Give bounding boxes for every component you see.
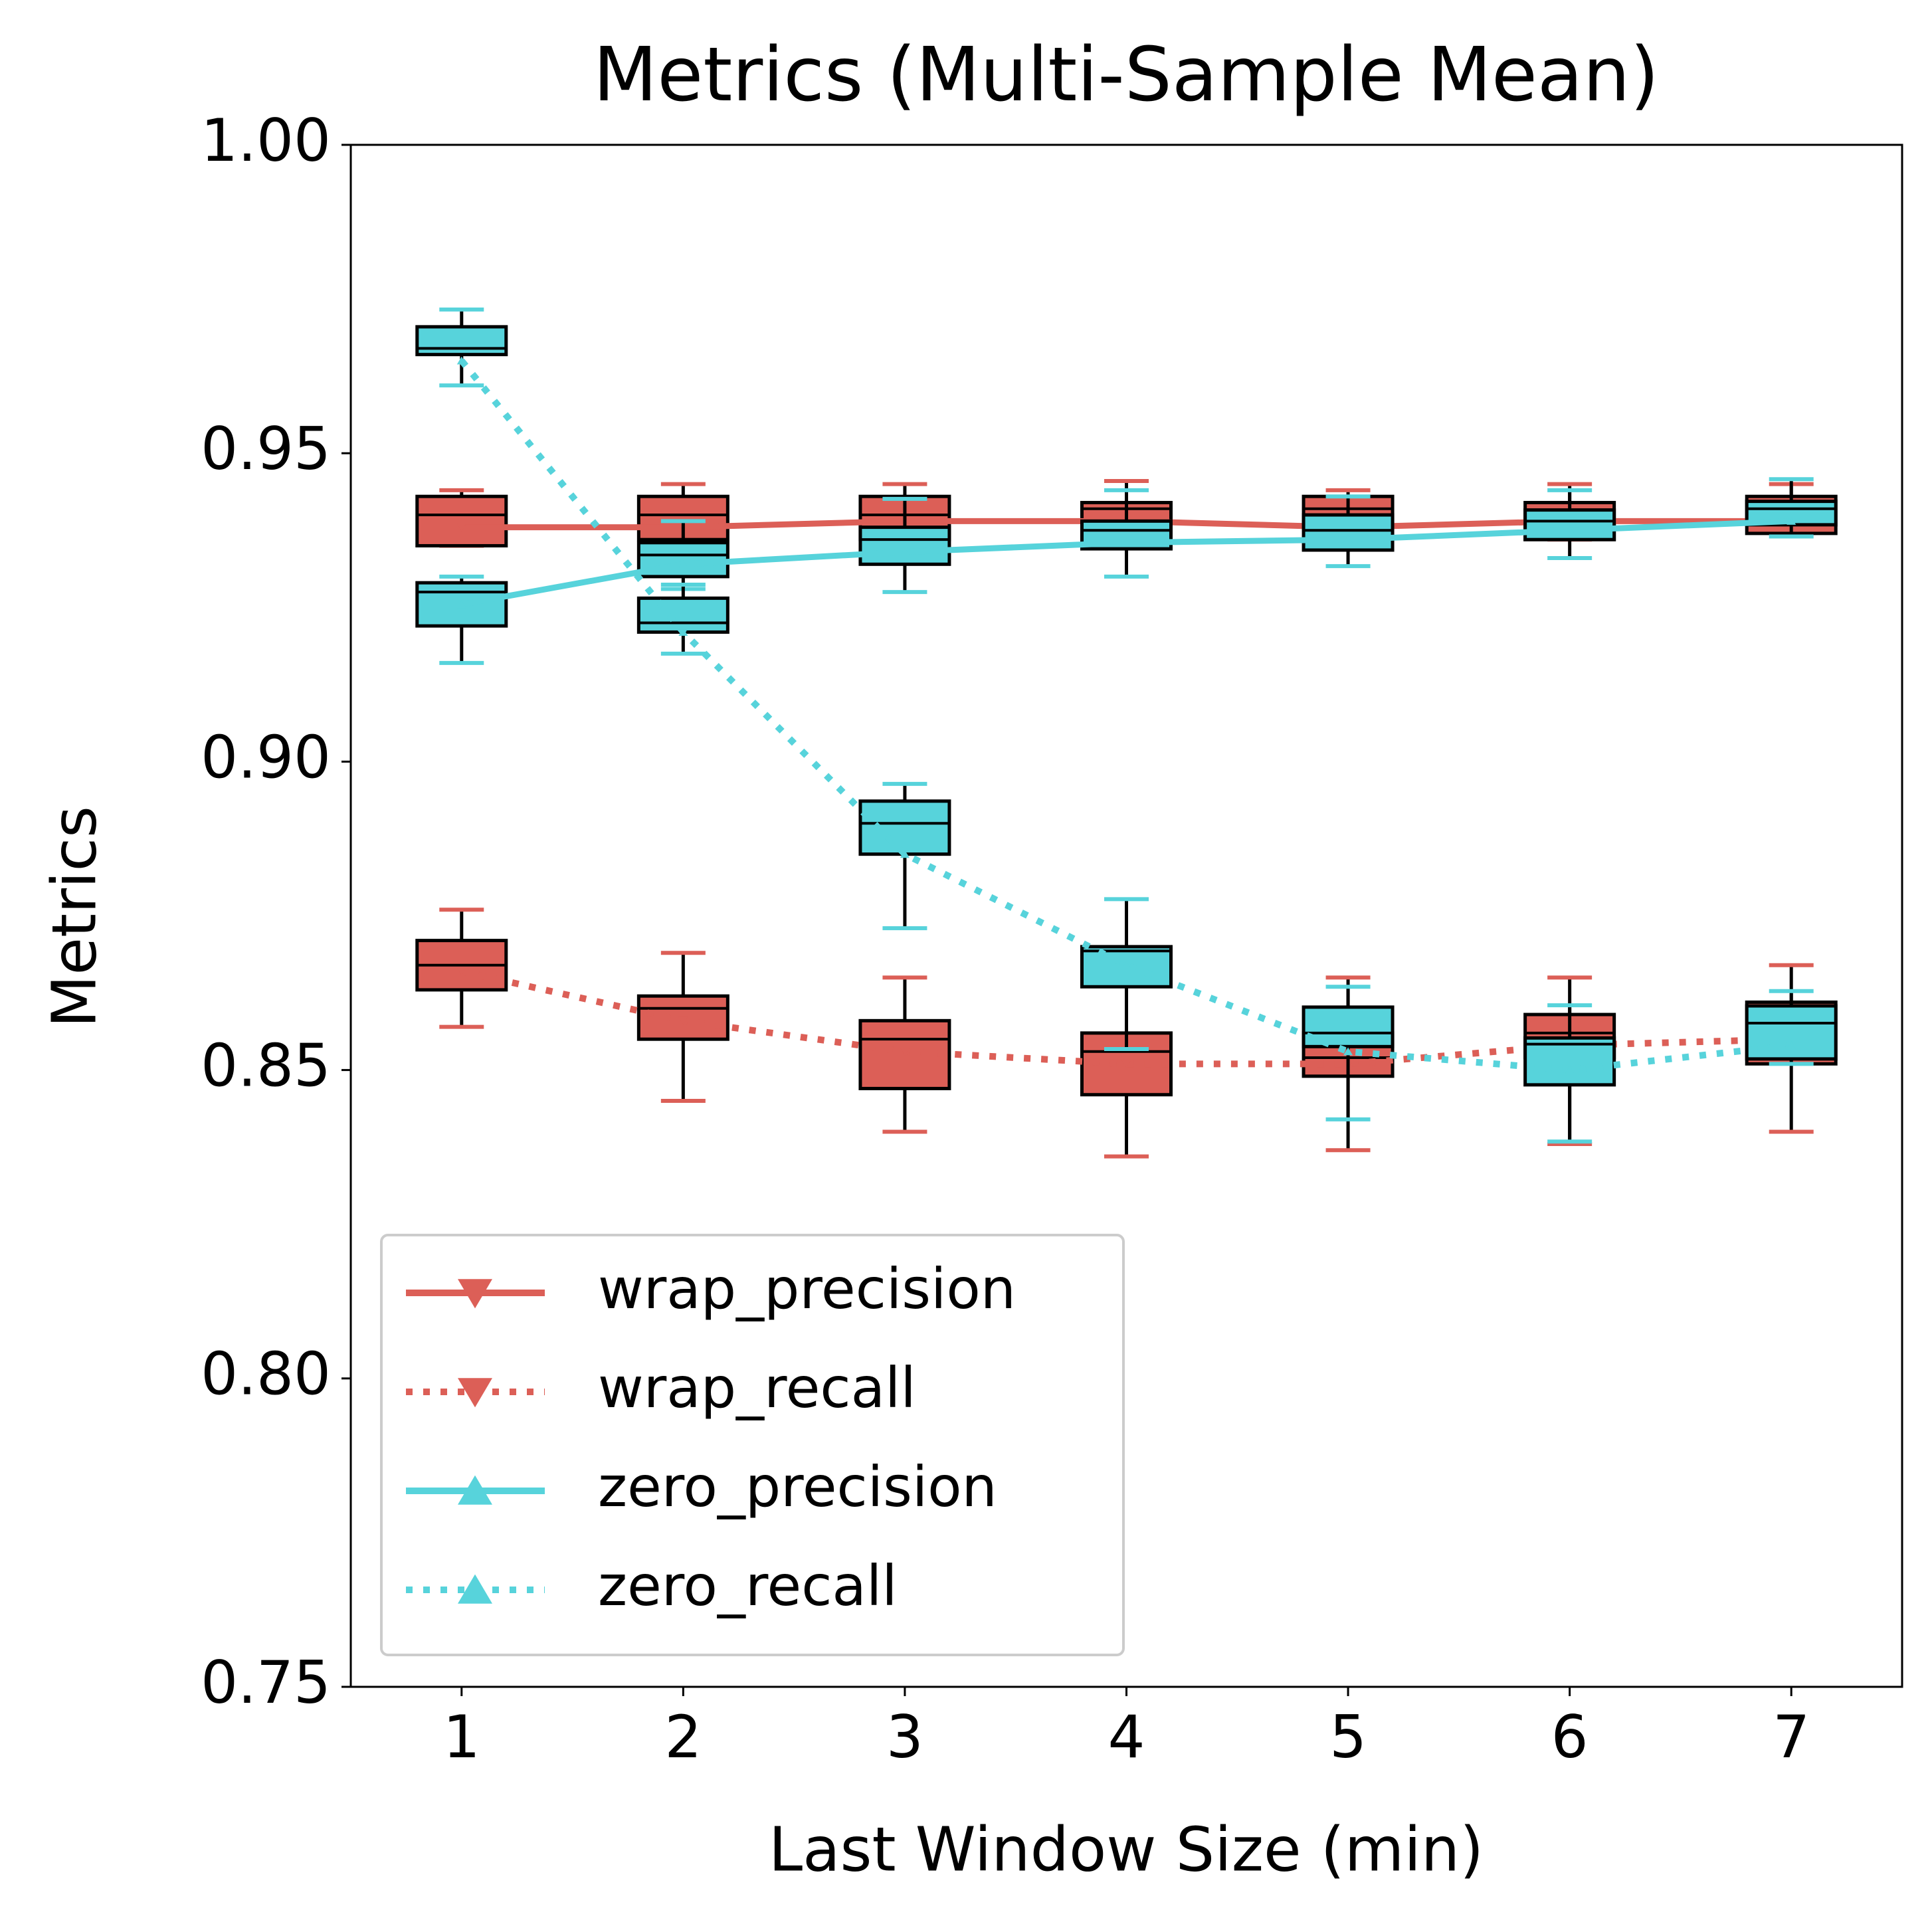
mean-marker [1787, 1041, 1796, 1050]
box [636, 596, 729, 634]
box [415, 325, 508, 357]
box [1745, 1004, 1838, 1061]
mean-marker [1787, 517, 1796, 525]
x-tick-label: 7 [1773, 1703, 1810, 1771]
x-tick-label: 4 [1108, 1703, 1145, 1771]
y-tick-label: 0.90 [201, 723, 331, 791]
x-tick-label: 5 [1329, 1703, 1367, 1771]
mean-marker [1121, 1060, 1131, 1068]
x-tick-label: 2 [664, 1703, 702, 1771]
x-tick-label: 1 [443, 1703, 480, 1771]
legend-marker [458, 1475, 492, 1505]
mean-marker [456, 524, 466, 531]
y-axis-label: Metrics [39, 806, 110, 1028]
legend-label: wrap_recall [598, 1355, 916, 1420]
mean-marker [1343, 1047, 1353, 1056]
box [1523, 508, 1616, 541]
legend-box [380, 1234, 1125, 1656]
y-tick-label: 0.80 [201, 1340, 331, 1408]
legend-label: zero_recall [598, 1553, 898, 1618]
mean-marker [678, 1016, 688, 1025]
mean-marker [1565, 1066, 1575, 1074]
box [1523, 1036, 1616, 1087]
box [415, 494, 508, 547]
mean-marker [678, 560, 688, 568]
mean-marker [1343, 535, 1353, 543]
box [1302, 513, 1395, 552]
box [858, 799, 951, 856]
y-tick-label: 0.85 [201, 1032, 331, 1100]
mean-marker [678, 628, 688, 636]
mean-marker [900, 1048, 910, 1056]
y-tick-label: 1.00 [201, 106, 331, 175]
box [858, 526, 951, 566]
mean-marker [900, 547, 910, 556]
y-tick-label: 0.95 [201, 415, 331, 483]
mean-marker [456, 967, 466, 976]
plot-frame [349, 144, 1903, 1688]
legend-label: zero_precision [598, 1454, 997, 1519]
x-axis-label: Last Window Size (min) [769, 1814, 1484, 1885]
box [1302, 1005, 1395, 1048]
x-tick-label: 6 [1551, 1703, 1589, 1771]
legend-marker [458, 1378, 492, 1408]
mean-marker [456, 356, 466, 365]
mean-marker [456, 600, 466, 609]
legend-marker [458, 1574, 492, 1604]
chart-title: Metrics (Multi-Sample Mean) [593, 32, 1659, 118]
legend-marker [458, 1279, 492, 1309]
x-tick-label: 3 [886, 1703, 923, 1771]
legend-label: wrap_precision [598, 1256, 1016, 1321]
mean-marker [900, 850, 910, 858]
y-tick-label: 0.75 [201, 1648, 331, 1717]
mean-marker [1121, 538, 1131, 547]
mean-marker [1121, 961, 1131, 969]
mean-marker [1565, 526, 1575, 534]
